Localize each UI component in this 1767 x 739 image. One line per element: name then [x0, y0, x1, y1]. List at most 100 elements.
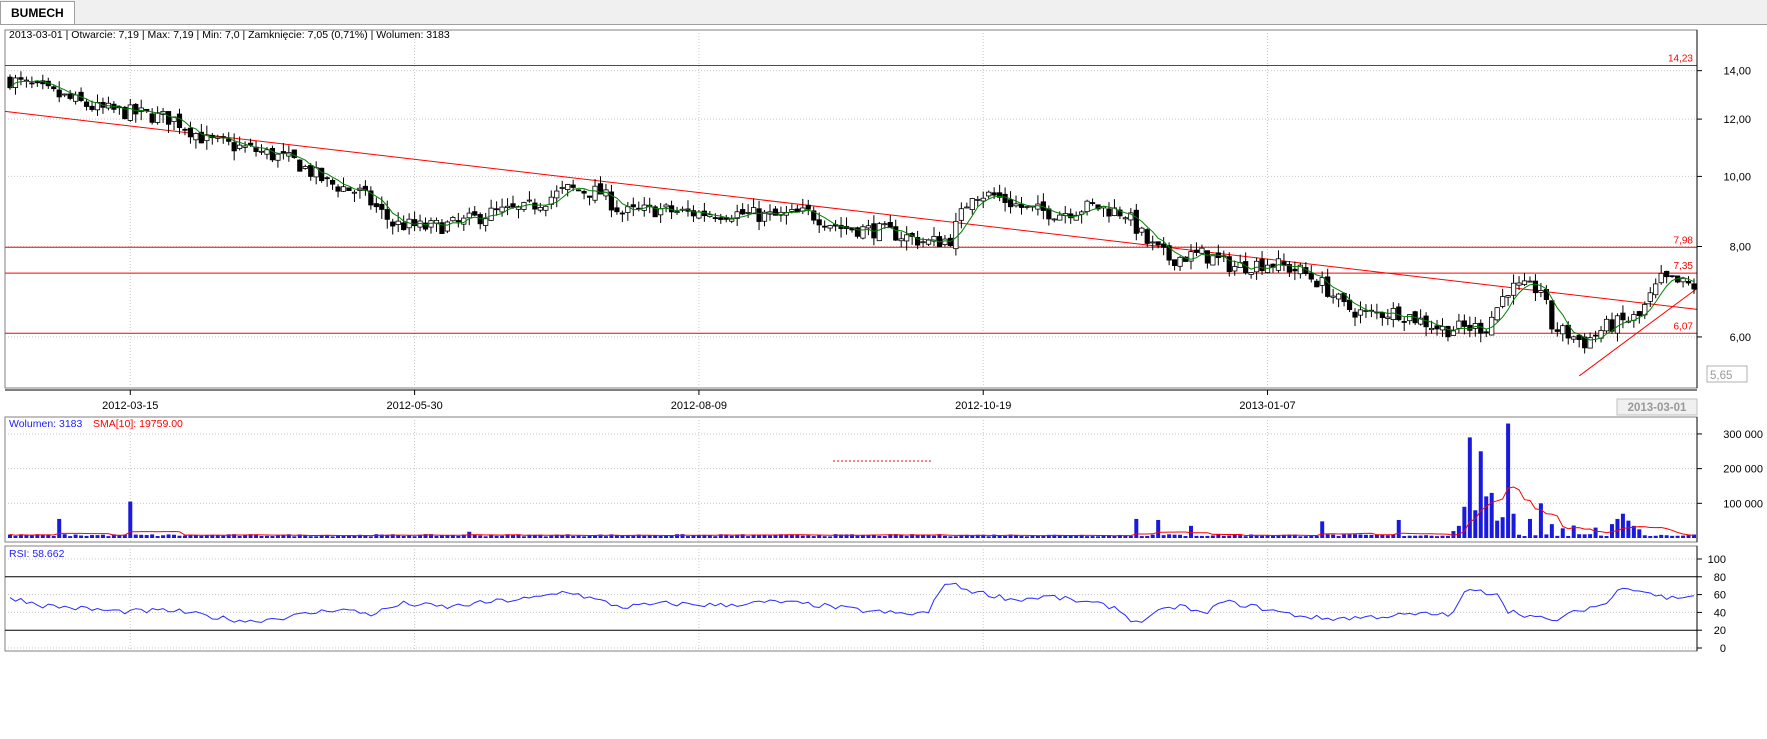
candle-body: [127, 104, 133, 121]
volume-bar: [1068, 535, 1073, 538]
candle-body: [1576, 334, 1582, 340]
price-tick-label: 12,00: [1723, 114, 1751, 126]
volume-bar: [1178, 534, 1183, 538]
candle-body: [1314, 280, 1320, 288]
candle-body: [1450, 330, 1457, 336]
price-tick-label: 10,00: [1723, 171, 1751, 183]
candle-body: [887, 221, 893, 228]
candle-body: [1117, 209, 1123, 217]
volume-bar: [1243, 536, 1248, 538]
volume-bar: [1145, 535, 1150, 538]
candle-body: [789, 209, 795, 212]
candle-body: [1177, 256, 1183, 267]
candle-body: [280, 151, 286, 154]
candle-body: [264, 149, 270, 155]
volume-bar: [117, 535, 122, 538]
volume-bar: [691, 534, 696, 538]
volume-bar: [139, 534, 144, 538]
candle-body: [226, 138, 232, 142]
volume-bar: [390, 534, 395, 538]
volume-bar: [1063, 535, 1068, 538]
volume-bar: [204, 534, 209, 538]
volume-bar: [1003, 535, 1008, 538]
volume-bar: [210, 534, 215, 538]
candle-body: [1150, 241, 1156, 244]
candle-body: [439, 222, 445, 234]
volume-bar: [877, 535, 882, 538]
tab-bumech[interactable]: BUMECH: [0, 1, 75, 24]
candle-body: [1510, 282, 1517, 296]
price-tick-label: 6,00: [1730, 332, 1751, 344]
candle-body: [1122, 217, 1128, 220]
grid-lines: [5, 30, 1697, 651]
volume-bar: [199, 535, 204, 538]
candle-body: [750, 207, 757, 215]
volume-bar: [1681, 535, 1686, 538]
candle-body: [1051, 218, 1057, 221]
volume-bar: [1238, 535, 1243, 538]
candle-body: [324, 177, 330, 180]
candle-body: [1527, 280, 1533, 283]
candle-body: [73, 94, 79, 102]
volume-bar: [953, 536, 958, 538]
candle-body: [1188, 251, 1194, 262]
volume-bar: [412, 536, 417, 538]
candle-body: [373, 203, 379, 208]
volume-bar: [1517, 534, 1522, 538]
volume-bar: [18, 534, 23, 538]
candle-body: [1538, 290, 1544, 293]
volume-bar: [795, 534, 800, 538]
candle-body: [384, 209, 390, 220]
volume-bar: [221, 535, 226, 538]
volume-bar: [155, 536, 160, 538]
volume-bars: Wolumen: 3183 SMA[10]: 19759.00: [8, 418, 1696, 538]
candle-body: [1505, 295, 1511, 298]
candle-body: [247, 142, 254, 146]
last-date-box: [1616, 398, 1698, 416]
volume-bar: [1281, 534, 1286, 538]
volume-bar: [1057, 534, 1062, 538]
volume-bar: [1527, 518, 1532, 538]
volume-bar: [84, 535, 89, 538]
volume-bar: [921, 535, 926, 538]
candle-body: [565, 184, 571, 190]
candle-body: [1111, 207, 1118, 216]
volume-bar: [1642, 535, 1647, 538]
volume-bar: [363, 535, 368, 538]
level-label: 14,23: [1668, 54, 1693, 65]
volume-bar: [79, 535, 84, 538]
candle-body: [745, 212, 751, 214]
volume-bar: [882, 536, 887, 538]
candle-body: [663, 204, 669, 208]
volume-bar: [653, 535, 658, 538]
volume-bar: [177, 535, 182, 538]
stock-chart[interactable]: 14,23 7,98 7,35 6,07 Wolumen: 3183 SMA[10]: …: [0, 24, 1767, 739]
volume-bar: [1101, 535, 1106, 538]
candle-body: [171, 116, 177, 123]
x-tick-label: 2012-03-15: [102, 400, 158, 412]
candle-body: [1691, 283, 1697, 290]
volume-bar: [729, 535, 734, 538]
volume-bar: [100, 534, 105, 538]
volume-bar: [62, 534, 67, 538]
candle-body: [1483, 331, 1489, 334]
price-readout-box: [1706, 365, 1748, 383]
volume-bar: [932, 535, 937, 538]
candle-body: [986, 191, 992, 197]
volume-bar: [1314, 535, 1319, 538]
volume-bar: [1298, 536, 1303, 538]
level-label: 7,35: [1674, 261, 1694, 272]
volume-bar: [942, 535, 947, 538]
sma-path: [9, 80, 1695, 341]
candle-body: [811, 210, 817, 221]
candle-body: [258, 150, 265, 153]
volume-bar: [1112, 535, 1117, 538]
tab-bar: BUMECH: [0, 0, 1767, 25]
volume-bar: [576, 535, 581, 538]
candle-body: [690, 210, 697, 217]
volume-bar: [368, 536, 373, 538]
volume-bar: [1604, 535, 1609, 538]
volume-tick-label: 100 000: [1723, 498, 1763, 510]
candle-body: [1106, 208, 1112, 217]
volume-bar: [554, 534, 559, 538]
